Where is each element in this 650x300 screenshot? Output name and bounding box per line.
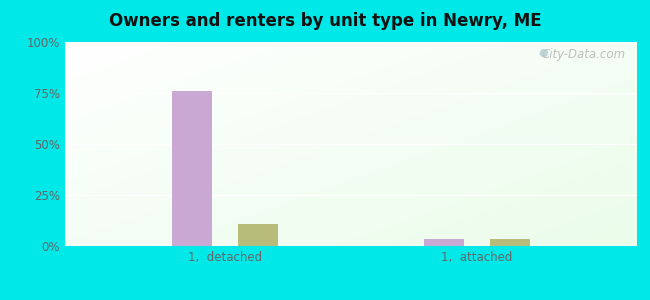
- Bar: [172, 91, 213, 246]
- Text: Owners and renters by unit type in Newry, ME: Owners and renters by unit type in Newry…: [109, 12, 541, 30]
- Bar: [424, 239, 464, 246]
- Text: ●: ●: [539, 48, 549, 58]
- Bar: [489, 239, 530, 246]
- Bar: [238, 224, 278, 246]
- Text: City-Data.com: City-Data.com: [541, 48, 625, 61]
